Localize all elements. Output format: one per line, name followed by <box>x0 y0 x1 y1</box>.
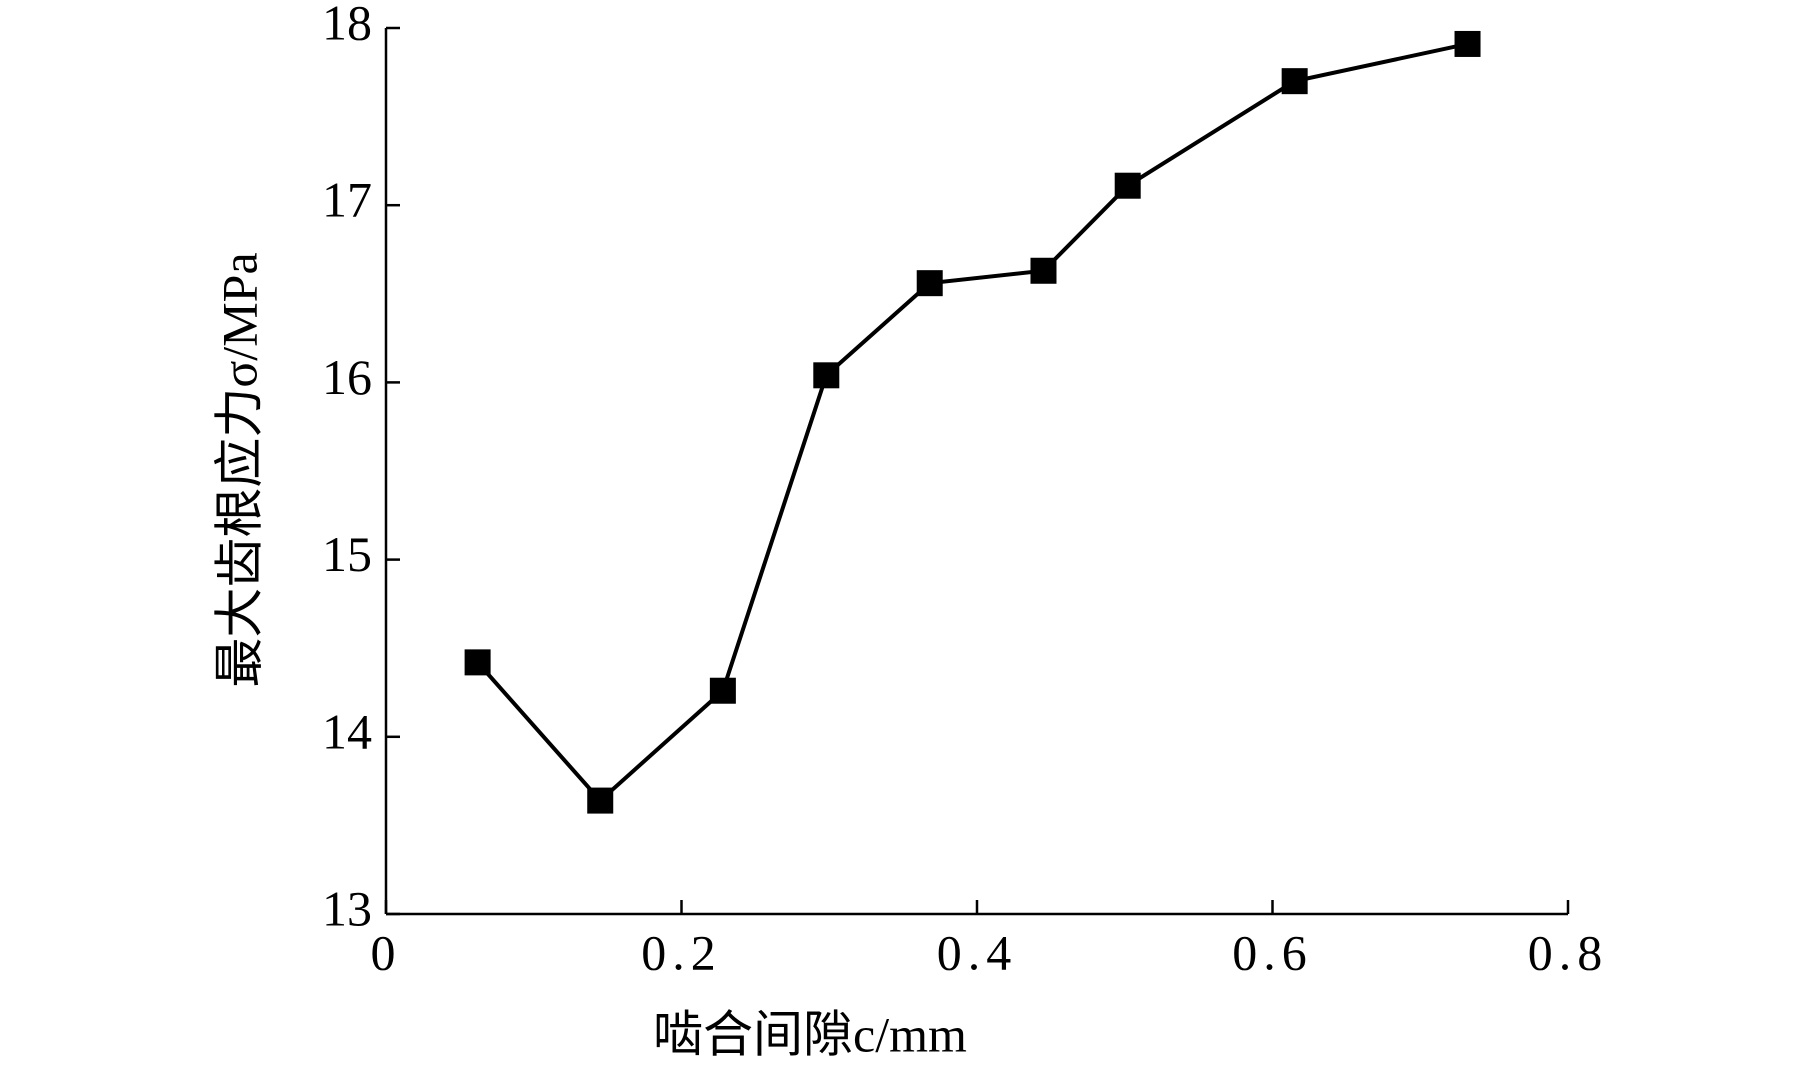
marker <box>464 649 491 676</box>
marker <box>587 787 614 814</box>
x-tick-label: 0.8 <box>1528 924 1609 980</box>
y-tick-label: 17 <box>322 172 372 228</box>
y-axis-label: 最大齿根应力σ/MPa <box>211 252 267 687</box>
marker <box>813 362 840 389</box>
marker <box>1114 172 1141 199</box>
marker <box>916 270 943 297</box>
line <box>476 41 1468 804</box>
y-tick-label: 16 <box>322 349 372 405</box>
marker <box>1030 257 1057 284</box>
x-tick-label: 0.6 <box>1232 924 1313 980</box>
x-tick-label: 0.2 <box>641 924 722 980</box>
x-tick-label: 0 <box>371 924 402 980</box>
y-tick-label: 18 <box>322 0 372 50</box>
marker <box>1281 68 1308 95</box>
x-tick-label: 0.4 <box>937 924 1018 980</box>
y-tick-label: 15 <box>322 526 372 582</box>
y-tick-label: 13 <box>322 880 372 936</box>
y-tick-label: 14 <box>322 703 372 759</box>
marker <box>709 677 736 704</box>
marker <box>1454 30 1481 57</box>
x-axis-label: 啮合间隙c/mm <box>653 1006 967 1062</box>
